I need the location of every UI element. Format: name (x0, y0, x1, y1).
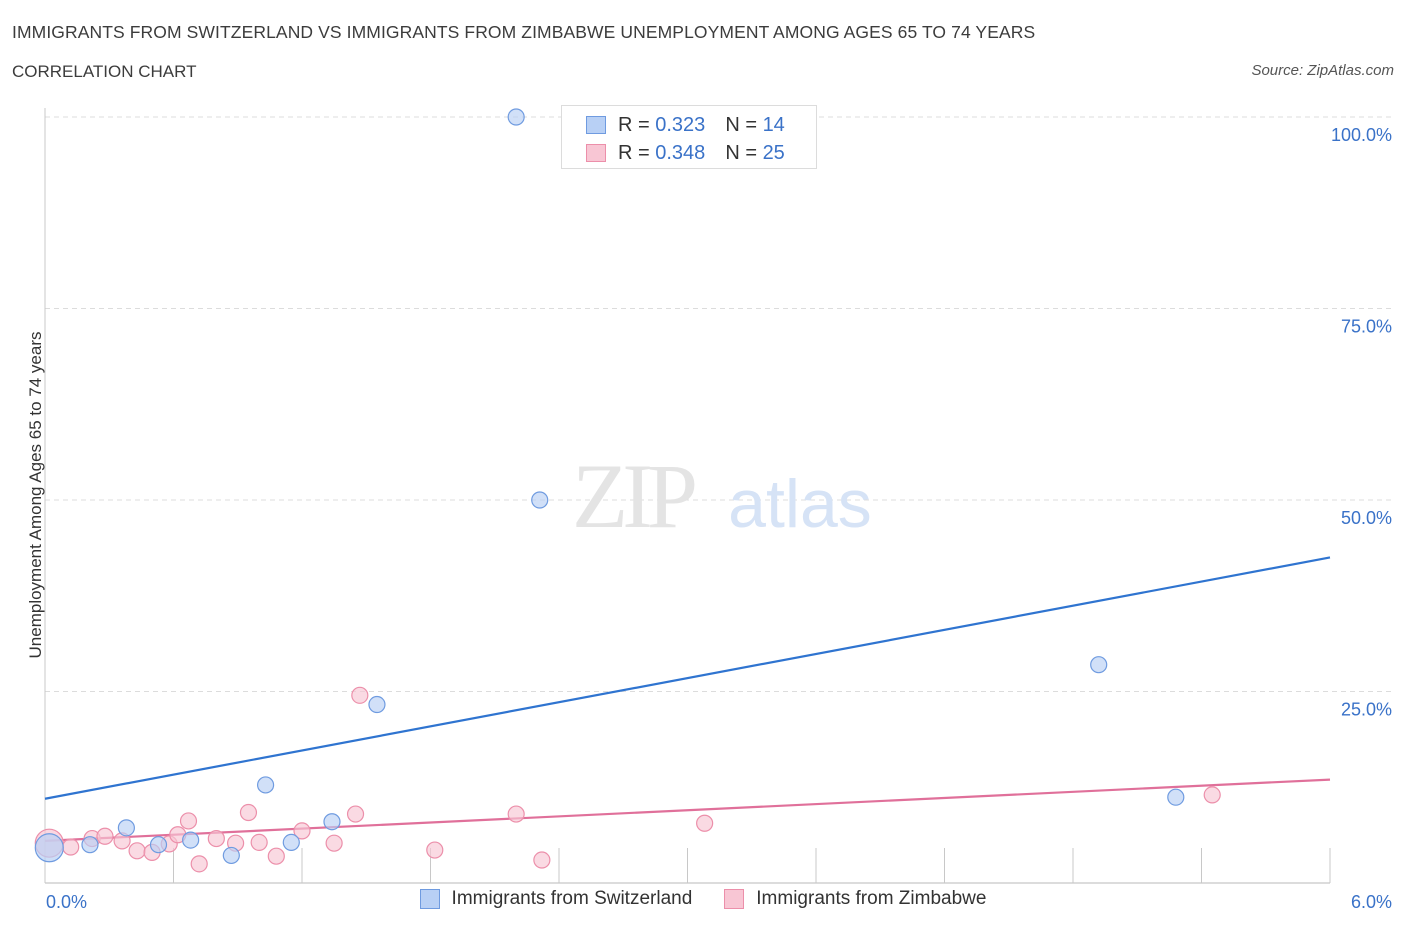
y-tick-label: 50.0% (1341, 508, 1392, 528)
point-zimbabwe (96, 827, 114, 845)
point-zimbabwe (207, 829, 225, 848)
y-tick-label: 25.0% (1341, 700, 1392, 720)
point-zimbabwe (696, 814, 714, 832)
point-zimbabwe (351, 686, 369, 704)
point-zimbabwe (426, 841, 444, 859)
point-switzerland (323, 813, 341, 831)
point-switzerland (282, 833, 300, 852)
point-switzerland (256, 776, 275, 794)
point-switzerland (1167, 788, 1185, 806)
legend-n-value-switzerland: 14 (762, 113, 785, 136)
source-label: Source: ZipAtlas.com (1251, 62, 1394, 79)
point-switzerland (368, 695, 386, 714)
legend-n-value-zimbabwe: 25 (762, 141, 785, 164)
point-switzerland (117, 819, 135, 837)
trend-line-zimbabwe (44, 778, 1331, 842)
grid-lines (45, 116, 1392, 692)
legend-r-label: R = (618, 141, 650, 164)
watermark-zip: ZIP (572, 445, 695, 547)
legend-n-label: N = (725, 113, 757, 136)
series-legend: Immigrants from Switzerland Immigrants f… (0, 888, 1406, 910)
y-tick-label: 75.0% (1341, 317, 1392, 337)
point-zimbabwe (1203, 786, 1221, 804)
legend-r-value-zimbabwe: 0.348 (655, 141, 706, 164)
legend-swatch-switzerland (586, 116, 606, 134)
point-switzerland (531, 491, 549, 509)
series-swatch-zimbabwe (724, 889, 745, 909)
point-switzerland (149, 836, 168, 854)
legend-n-label: N = (725, 141, 757, 164)
point-switzerland (1090, 656, 1108, 674)
point-switzerland (34, 833, 64, 863)
point-switzerland (182, 831, 200, 849)
series-label-zimbabwe: Immigrants from Zimbabwe (756, 888, 987, 909)
axes (44, 108, 1331, 884)
series-label-switzerland: Immigrants from Switzerland (451, 888, 693, 909)
trend-lines (44, 556, 1331, 842)
point-zimbabwe (128, 842, 146, 860)
point-zimbabwe (239, 803, 258, 822)
point-switzerland (81, 836, 99, 854)
series-legend-switzerland[interactable]: Immigrants from Switzerland (419, 888, 693, 910)
point-zimbabwe (250, 833, 268, 852)
chart-subtitle: CORRELATION CHART (12, 62, 197, 81)
x-tick-label: 0.0% (46, 892, 87, 912)
y-axis-label: Unemployment Among Ages 65 to 74 years (26, 331, 45, 659)
point-zimbabwe (325, 834, 343, 852)
chart-title: IMMIGRANTS FROM SWITZERLAND VS IMMIGRANT… (12, 22, 1036, 42)
point-zimbabwe (346, 805, 365, 823)
point-switzerland (222, 846, 240, 865)
data-points (34, 108, 1221, 873)
trend-line-switzerland (44, 556, 1331, 800)
point-zimbabwe (190, 855, 208, 873)
point-zimbabwe (267, 847, 285, 865)
watermark-atlas: atlas (728, 466, 872, 542)
legend-r-value-switzerland: 0.323 (655, 113, 706, 136)
legend-swatch-zimbabwe (586, 144, 606, 162)
point-switzerland (507, 108, 525, 126)
correlation-legend: R = 0.323 N = 14 R = 0.348 N = 25 (561, 105, 817, 169)
point-zimbabwe (293, 822, 311, 840)
x-tick-label: 6.0% (1351, 892, 1392, 912)
series-swatch-switzerland (419, 889, 440, 909)
point-zimbabwe (507, 805, 525, 823)
legend-row-zimbabwe: R = 0.348 N = 25 (586, 141, 785, 165)
point-zimbabwe (533, 851, 551, 869)
y-tick-label: 100.0% (1331, 125, 1392, 145)
watermark: ZIP atlas (572, 445, 872, 547)
legend-r-label: R = (618, 113, 650, 136)
legend-row-switzerland: R = 0.323 N = 14 (586, 113, 785, 137)
series-legend-zimbabwe[interactable]: Immigrants from Zimbabwe (724, 888, 986, 910)
point-zimbabwe (179, 812, 198, 830)
point-zimbabwe (62, 838, 80, 856)
tick-labels: 100.0% 75.0% 50.0% 25.0% 0.0% 6.0% (46, 125, 1392, 912)
